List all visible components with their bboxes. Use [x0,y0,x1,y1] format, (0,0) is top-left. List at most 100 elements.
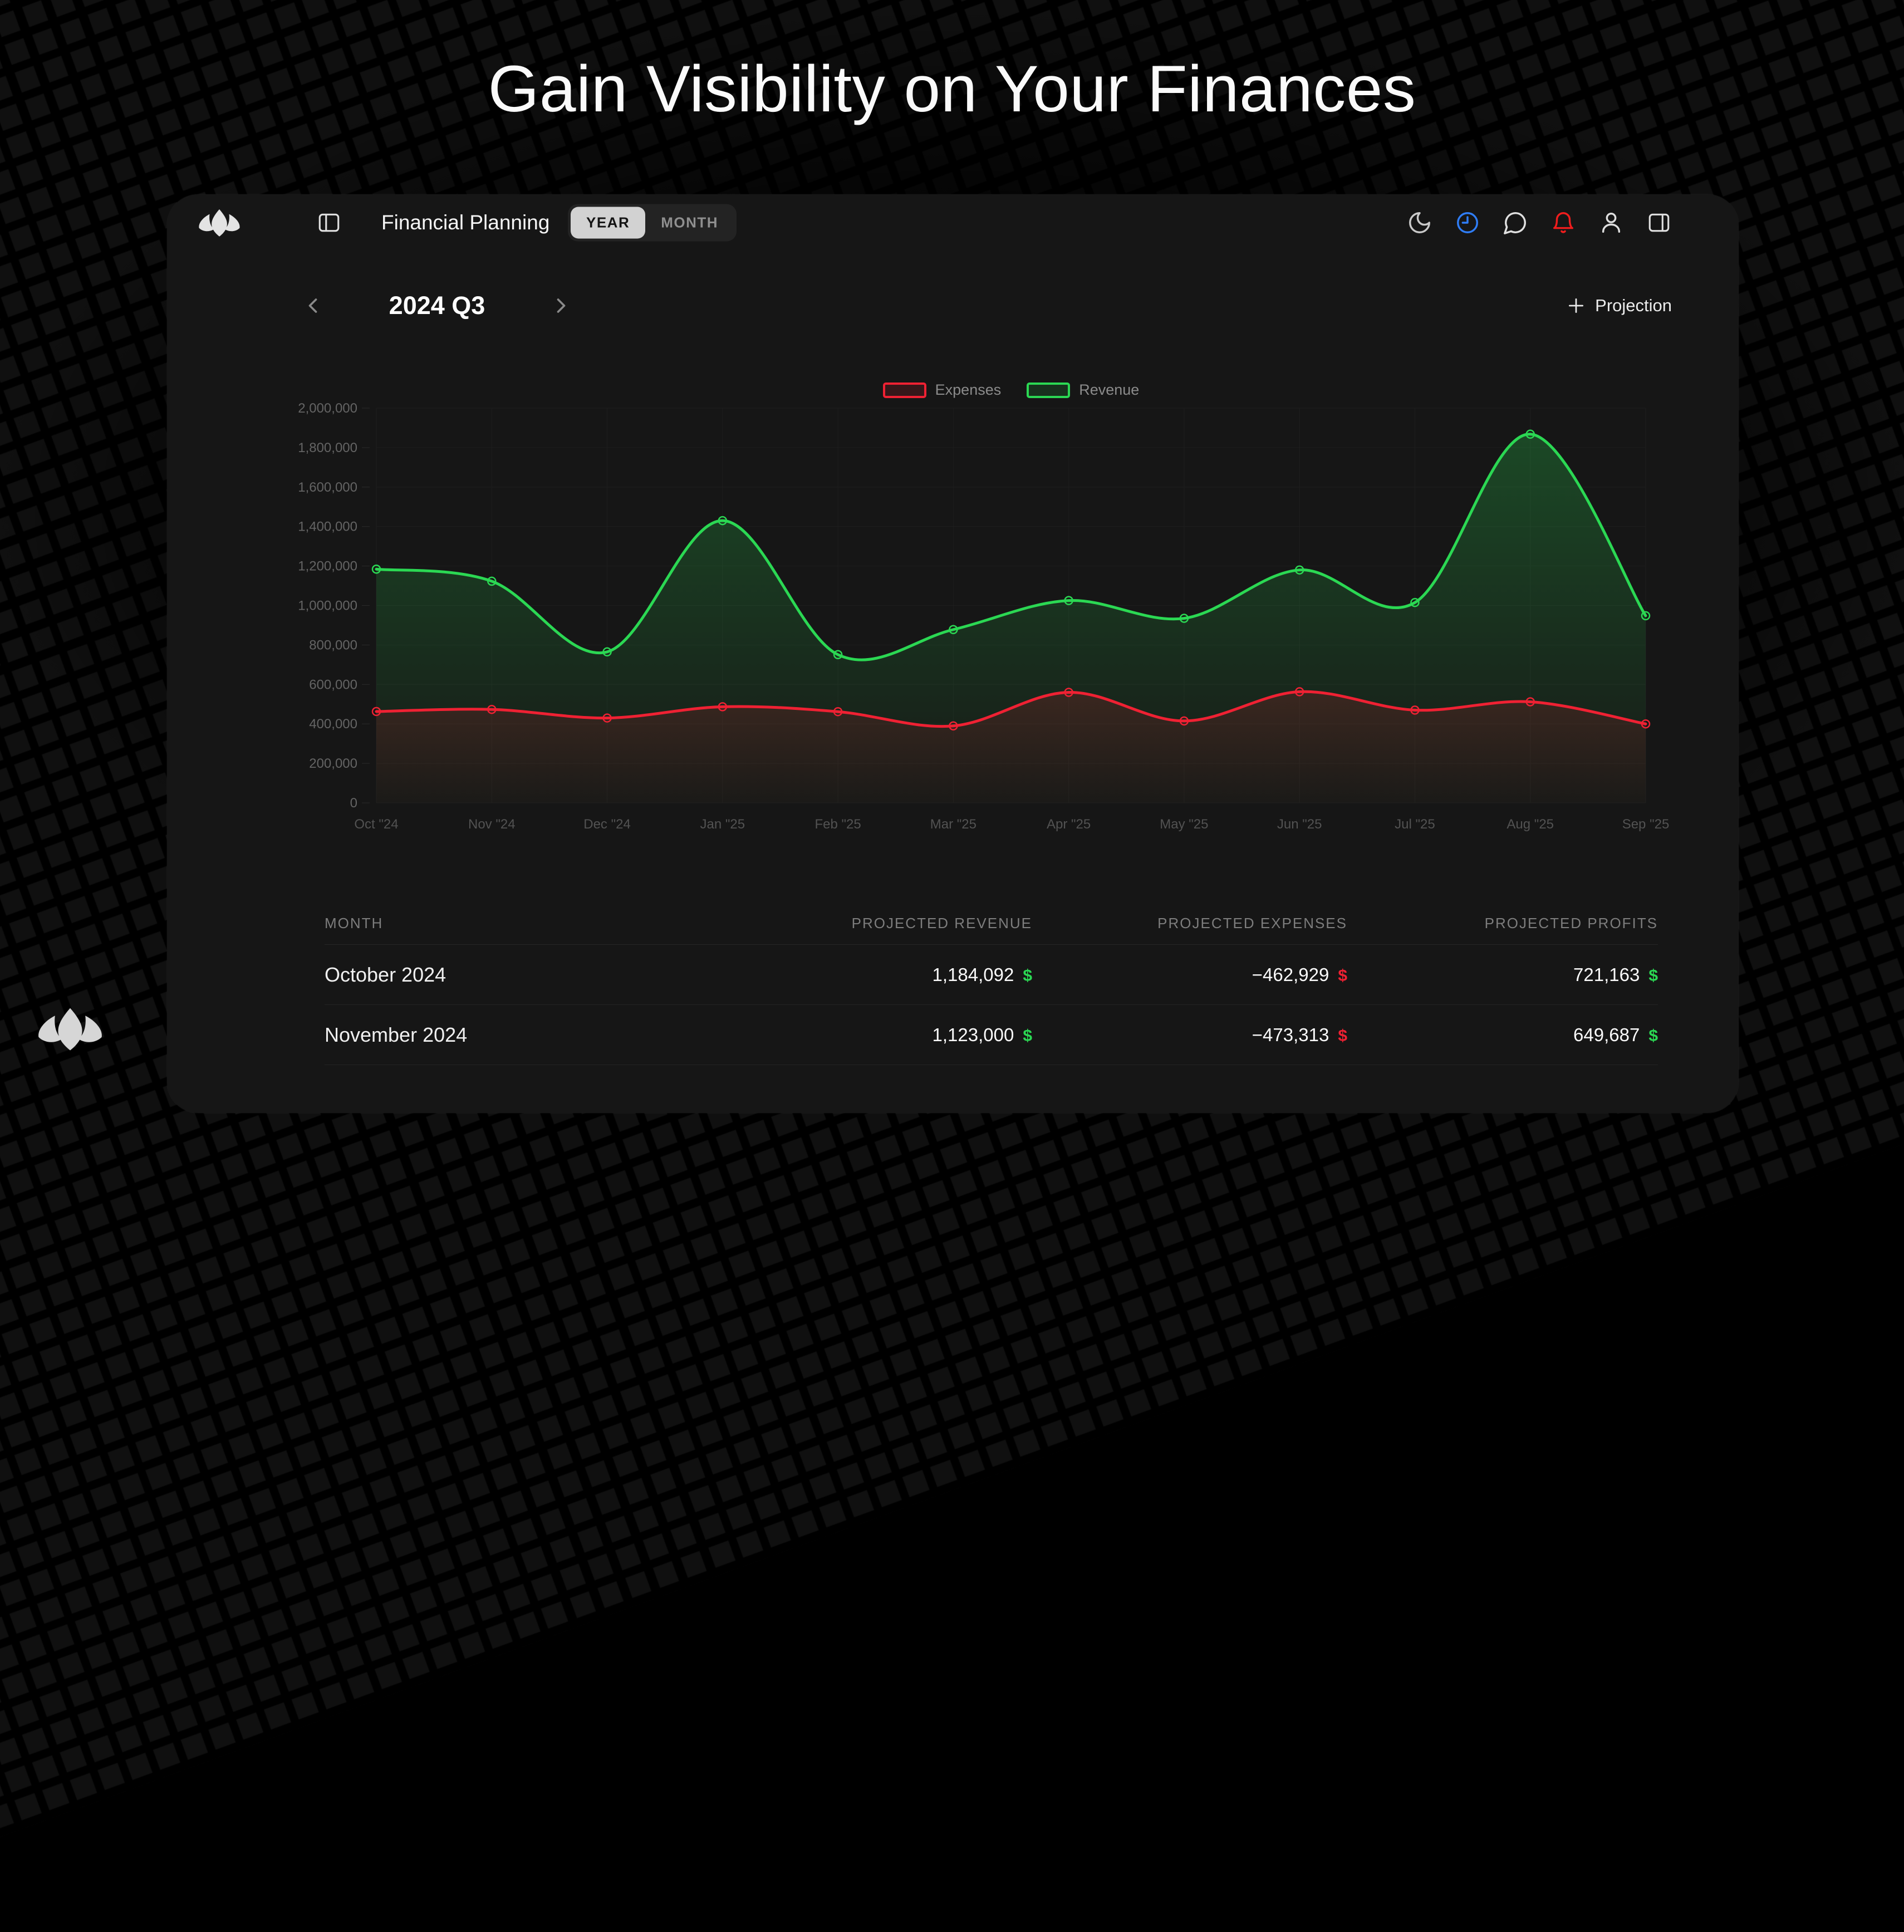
expenses-data-point[interactable] [1179,716,1189,726]
dark-mode-moon-icon[interactable] [1407,210,1432,236]
revenue-data-point[interactable] [1410,597,1420,607]
account-icon[interactable] [1598,210,1624,236]
revenue-line [375,433,1647,661]
app-title: Financial Planning [381,211,550,234]
toggle-month[interactable]: MONTH [645,207,734,239]
y-axis-tick-label: 1,000,000 [298,599,357,614]
y-axis-tick-label: 1,200,000 [298,559,357,574]
currency-symbol: $ [1648,1026,1658,1045]
revenue-data-point[interactable] [718,516,728,526]
finance-line-chart: 0 200,000 400,000 600,000 800,000 1,000,000 1,… [298,401,1670,832]
legend-item-expenses[interactable]: Expenses [882,381,1002,399]
x-axis-tick-label: Mar "25 [930,817,976,832]
table-cell-expenses: −462,929 $ [1252,964,1347,985]
next-period-icon[interactable] [549,293,573,318]
expenses-data-point[interactable] [1641,719,1651,729]
table-cell-expenses: −473,313 $ [1252,1024,1347,1045]
app-logo-icon[interactable] [195,208,244,238]
header-projected-revenue: PROJECTED REVENUE [851,915,1032,931]
table-cell-profits: 649,687 $ [1573,1024,1658,1045]
revenue-data-point[interactable] [949,625,958,634]
header-projected-expenses: PROJECTED EXPENSES [1157,915,1347,931]
x-axis-tick-label: Sep "25 [1622,817,1670,832]
y-axis-tick-label: 1,400,000 [298,519,357,535]
x-axis-tick-label: Apr "25 [1047,817,1091,832]
header-projected-profits: PROJECTED PROFITS [1484,915,1658,931]
table-row[interactable]: October 2024 1,184,092 $ −462,929 $ 721,16… [325,945,1658,1005]
x-axis-tick-label: Nov "24 [468,817,516,832]
previous-period-icon[interactable] [301,293,325,318]
y-axis-tick-label: 800,000 [309,638,357,653]
add-projection-label: Projection [1595,296,1672,315]
legend-swatch-icon [1027,382,1071,398]
dashboard-card: Financial Planning YEAR MONTH [167,194,1739,1113]
header-month: MONTH [325,915,384,931]
brand-logo-icon [38,1008,102,1051]
expenses-data-point[interactable] [371,707,381,717]
y-axis-tick-label: 1,600,000 [298,480,357,495]
table-header-row: MONTH PROJECTED REVENUE PROJECTED EXPENS… [325,903,1658,945]
page-title: Gain Visibility on Your Finances [488,52,1416,126]
revenue-data-point[interactable] [371,564,381,574]
period-selector: 2024 Q3 [301,288,573,323]
y-axis-tick-label: 600,000 [309,677,357,692]
x-axis-tick-label: Feb "25 [814,817,861,832]
currency-symbol: $ [1338,1026,1347,1045]
table-row[interactable]: November 2024 1,123,000 $ −473,313 $ 649,6… [325,1005,1658,1065]
y-axis-tick-label: 200,000 [309,756,357,771]
period-label: 2024 Q3 [389,291,485,320]
history-clock-icon[interactable] [1455,210,1480,236]
legend-item-revenue[interactable]: Revenue [1027,381,1139,399]
currency-symbol: $ [1023,966,1032,985]
expenses-area [376,692,1646,803]
legend-label: Revenue [1079,381,1140,398]
currency-symbol: $ [1023,1026,1032,1045]
toggle-year[interactable]: YEAR [571,207,646,239]
panel-right-icon[interactable] [1646,210,1672,236]
chart-legend: Expenses Revenue [376,381,1646,399]
table-cell-profits: 721,163 $ [1573,964,1658,985]
sidebar-toggle-icon[interactable] [316,210,342,236]
expenses-data-point[interactable] [602,713,612,723]
y-axis-tick-label: 2,000,000 [298,401,357,416]
expenses-data-point[interactable] [949,721,958,730]
x-axis-tick-label: Jun "25 [1277,817,1322,832]
view-toggle: YEAR MONTH [568,204,737,242]
x-axis-tick-label: Jan "25 [700,817,745,832]
chat-icon[interactable] [1503,210,1528,236]
revenue-data-point[interactable] [1179,614,1189,623]
expenses-data-point[interactable] [833,707,843,717]
x-axis-tick-label: Dec "24 [583,817,631,832]
revenue-data-point[interactable] [602,647,612,657]
table-cell-revenue: 1,184,092 $ [932,964,1033,985]
x-axis-tick-label: Jul "25 [1395,817,1435,832]
revenue-data-point[interactable] [1641,611,1651,621]
expenses-data-point[interactable] [487,704,497,714]
y-axis-tick-label: 1,800,000 [298,440,357,455]
expenses-data-point[interactable] [1525,697,1535,707]
y-axis-tick-label: 0 [350,796,357,811]
table-cell-month: October 2024 [325,963,446,986]
table-cell-month: November 2024 [325,1023,468,1046]
x-axis-tick-label: May "25 [1160,817,1208,832]
y-axis-tick-label: 400,000 [309,717,357,732]
notifications-bell-icon[interactable] [1550,210,1576,236]
expenses-data-point[interactable] [718,702,728,712]
plus-icon [1569,298,1584,313]
revenue-data-point[interactable] [833,650,843,660]
legend-swatch-icon [882,382,926,398]
x-axis-tick-label: Aug "25 [1506,817,1554,832]
revenue-data-point[interactable] [1064,596,1073,605]
expenses-data-point[interactable] [1064,688,1073,697]
add-projection-button[interactable]: Projection [1566,288,1672,323]
navbar-actions [1407,210,1672,236]
legend-label: Expenses [935,381,1002,398]
navbar: Financial Planning YEAR MONTH [167,194,1739,251]
revenue-data-point[interactable] [1525,429,1535,439]
expenses-data-point[interactable] [1410,705,1420,715]
revenue-data-point[interactable] [487,576,497,586]
currency-symbol: $ [1648,966,1658,985]
revenue-data-point[interactable] [1294,565,1304,575]
expenses-data-point[interactable] [1294,687,1304,697]
projections-table: MONTH PROJECTED REVENUE PROJECTED EXPENS… [325,903,1658,1065]
